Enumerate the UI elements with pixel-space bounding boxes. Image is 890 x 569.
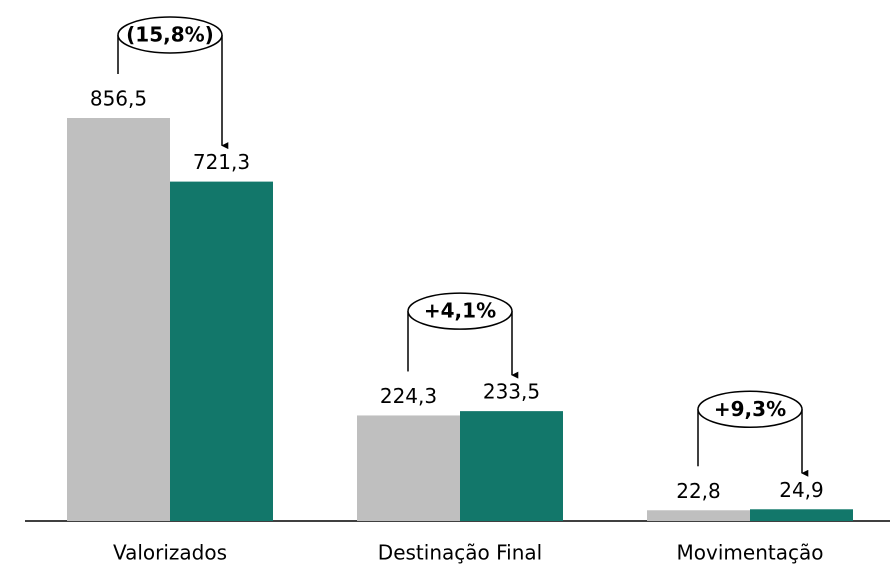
value-label: 721,3 [193, 150, 250, 174]
value-label: 233,5 [483, 380, 540, 404]
bar [750, 509, 853, 521]
annotation-bubble [697, 390, 803, 429]
annotation: +9,3% [714, 397, 786, 421]
bar [67, 118, 170, 521]
annotation-bubble [407, 292, 513, 330]
x-tick-label: Destinação Final [378, 541, 542, 565]
annotation: (15,8%) [126, 23, 214, 47]
annotation: +4,1% [424, 299, 496, 323]
value-label: 856,5 [90, 87, 147, 111]
value-label: 22,8 [676, 479, 721, 503]
x-tick-label: Movimentação [677, 541, 824, 565]
value-label: 224,3 [380, 384, 437, 408]
bar [647, 510, 750, 521]
bar [460, 411, 563, 521]
bar [170, 181, 273, 521]
annotation-bubble [117, 16, 223, 54]
value-label: 24,9 [779, 478, 824, 502]
x-tick-label: Valorizados [113, 541, 227, 565]
bar [357, 415, 460, 521]
